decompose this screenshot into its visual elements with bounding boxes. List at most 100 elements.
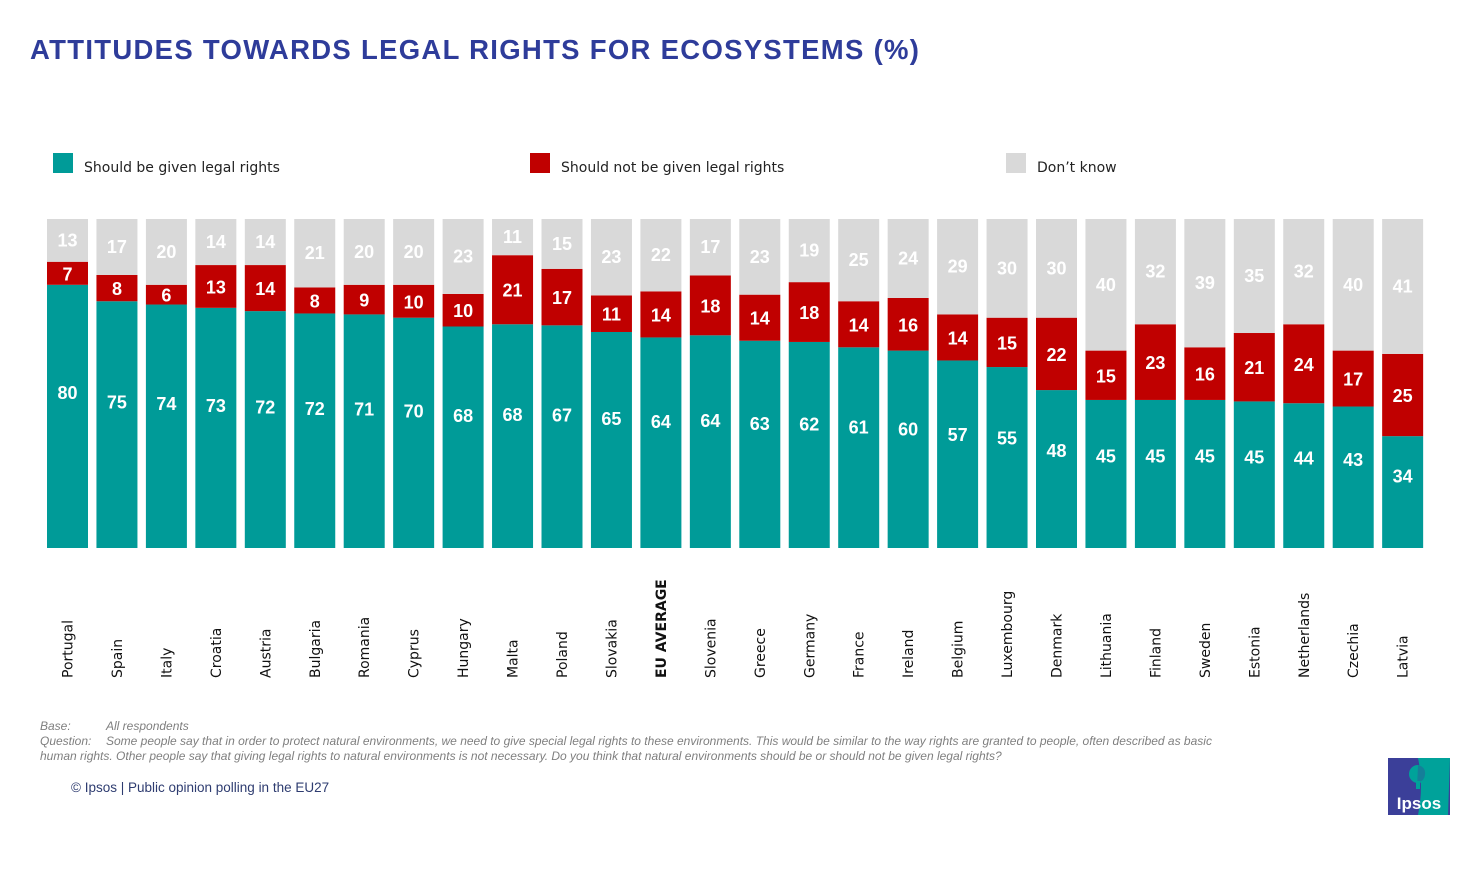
legend-label-dont-know: Don’t know — [1037, 160, 1117, 176]
bar-segment-dont-know — [195, 219, 237, 266]
data-label-given: 48 — [1046, 441, 1066, 461]
bar-segment-dont-know — [145, 219, 187, 285]
data-label-given: 43 — [1343, 450, 1363, 470]
bar-segment-given — [96, 301, 138, 548]
data-label-not-given: 14 — [651, 305, 671, 325]
data-label-not-given: 21 — [503, 281, 523, 301]
bar-segment-not-given — [1332, 350, 1374, 407]
bar-segment-dont-know — [442, 219, 484, 294]
data-label-given: 34 — [1393, 466, 1413, 486]
bar-segment-given — [1036, 390, 1077, 548]
data-label-dont-know: 21 — [305, 243, 325, 263]
data-label-given: 64 — [651, 412, 671, 432]
category-label: Slovakia — [604, 619, 620, 678]
data-label-given: 80 — [57, 383, 77, 403]
data-label-dont-know: 20 — [354, 242, 374, 262]
data-label-not-given: 17 — [552, 288, 572, 308]
data-label-dont-know: 23 — [601, 247, 621, 267]
bar-segment-not-given — [195, 265, 237, 308]
bar-segment-not-given — [788, 282, 830, 342]
data-label-not-given: 17 — [1343, 370, 1363, 390]
footnote-question: Question: Some people say that in order t… — [40, 734, 1212, 749]
bar-group-poland: 67 17 15 — [541, 219, 583, 548]
category-label: Hungary — [456, 618, 472, 678]
bar-segment-given — [47, 284, 88, 548]
bar-group-czechia: 43 17 40 — [1332, 219, 1374, 548]
bar-group-estonia: 45 21 35 — [1233, 219, 1275, 548]
copyright-text: © Ipsos | Public opinion polling in the … — [71, 780, 330, 795]
bar-segment-given — [492, 324, 534, 548]
bar-group-portugal: 80 7 13 — [47, 219, 88, 548]
data-label-not-given: 18 — [700, 296, 720, 316]
bar-segment-given — [343, 314, 385, 548]
category-label: Bulgaria — [308, 620, 324, 678]
bar-segment-dont-know — [1134, 219, 1176, 325]
bar-segment-given — [838, 347, 880, 548]
bar-segment-given — [1184, 399, 1226, 548]
data-label-not-given: 11 — [602, 305, 621, 325]
data-label-not-given: 14 — [849, 315, 869, 335]
ipsos-logo: Ipsos — [1388, 758, 1450, 815]
bar-segment-not-given — [1036, 317, 1077, 391]
bar-segment-dont-know — [541, 219, 583, 269]
bar-segment-dont-know — [244, 219, 286, 266]
data-label-given: 70 — [404, 401, 424, 421]
data-label-not-given: 16 — [898, 315, 918, 335]
data-label-dont-know: 14 — [206, 232, 226, 252]
bar-segment-not-given — [47, 261, 88, 285]
data-label-given: 62 — [799, 415, 819, 435]
legend-label-not-given: Should not be given legal rights — [561, 160, 785, 176]
data-label-given: 67 — [552, 406, 572, 426]
data-label-not-given: 23 — [1145, 353, 1165, 373]
category-label: Spain — [110, 639, 126, 678]
bar-group-hungary: 68 10 23 — [442, 219, 484, 548]
bar-segment-not-given — [887, 297, 929, 351]
data-label-dont-know: 24 — [898, 248, 918, 268]
bar-group-bulgaria: 72 8 21 — [294, 219, 336, 548]
data-label-given: 57 — [948, 425, 968, 445]
data-label-not-given: 13 — [206, 277, 226, 297]
bar-segment-dont-know — [47, 219, 88, 262]
bar-segment-given — [640, 337, 682, 548]
bar-group-denmark: 48 22 30 — [1036, 219, 1077, 548]
bar-segment-dont-know — [1036, 219, 1077, 318]
bar-segment-dont-know — [838, 219, 880, 302]
bar-group-croatia: 73 13 14 — [195, 219, 237, 548]
bar-group-latvia: 34 25 41 — [1382, 219, 1424, 548]
data-label-given: 64 — [700, 411, 720, 431]
data-label-dont-know: 40 — [1343, 275, 1363, 295]
data-label-not-given: 10 — [404, 292, 424, 312]
bar-segment-not-given — [541, 268, 583, 326]
data-label-dont-know: 32 — [1145, 262, 1165, 282]
bar-segment-given — [689, 335, 731, 548]
data-label-not-given: 18 — [799, 303, 819, 323]
category-label: Cyprus — [407, 629, 423, 678]
category-label: Poland — [555, 631, 571, 678]
bar-segment-not-given — [1134, 324, 1176, 400]
data-label-given: 60 — [898, 419, 918, 439]
bar-segment-not-given — [343, 284, 385, 315]
bar-segment-given — [1332, 406, 1374, 548]
category-label: Latvia — [1396, 635, 1412, 678]
data-label-not-given: 9 — [359, 291, 369, 311]
data-label-dont-know: 15 — [552, 234, 572, 254]
bar-segment-given — [788, 341, 830, 548]
bar-segment-dont-know — [1233, 219, 1275, 334]
legend-swatch-given — [53, 153, 73, 173]
data-label-not-given: 7 — [62, 264, 72, 284]
ipsos-logo-icon: Ipsos — [1388, 758, 1450, 815]
data-label-dont-know: 13 — [57, 230, 77, 250]
bar-segment-dont-know — [986, 219, 1028, 318]
legend-swatch-dont-know — [1006, 153, 1026, 173]
data-label-given: 45 — [1145, 447, 1165, 467]
bar-group-finland: 45 23 32 — [1134, 219, 1176, 548]
category-label: Ireland — [901, 630, 917, 678]
bar-segment-dont-know — [1085, 219, 1127, 351]
bar-segment-given — [442, 326, 484, 548]
data-label-given: 68 — [503, 405, 523, 425]
bar-segment-given — [590, 331, 632, 548]
bar-segment-not-given — [1283, 324, 1325, 404]
category-label: Denmark — [1050, 613, 1066, 678]
data-label-given: 65 — [601, 409, 621, 429]
bar-group-luxembourg: 55 15 30 — [986, 219, 1028, 548]
